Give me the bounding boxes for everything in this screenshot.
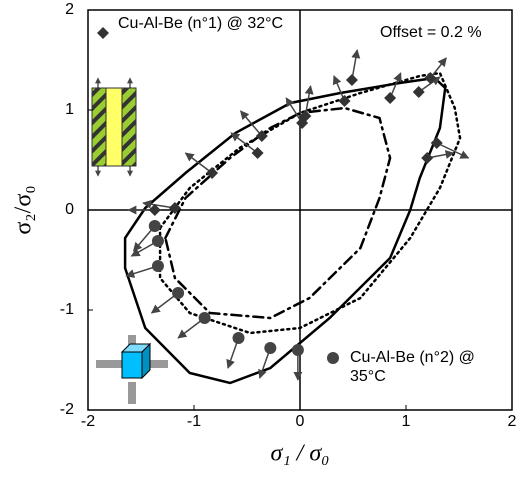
data-point	[148, 220, 161, 232]
normal-arrow	[285, 97, 303, 124]
annotation: Offset = 0.2 %	[380, 24, 482, 41]
data-point	[264, 342, 277, 354]
data-point	[148, 204, 161, 216]
data-point	[206, 167, 219, 179]
data-point	[151, 260, 164, 272]
cube-icon	[96, 335, 168, 404]
data-point	[424, 72, 437, 84]
x-axis-title: σ₁ / σ₀	[270, 441, 329, 467]
x-tick-label: 2	[508, 413, 517, 430]
x-tick-label: -2	[81, 413, 95, 430]
data-point	[255, 130, 268, 142]
normal-arrow	[418, 76, 441, 93]
yield-curve	[123, 76, 447, 385]
data-point	[172, 287, 185, 299]
x-tick-label: -1	[187, 413, 201, 430]
legend-marker	[327, 352, 339, 364]
data-point	[291, 344, 304, 356]
data-point	[232, 332, 245, 344]
x-tick-label: 1	[402, 413, 411, 430]
data-point	[430, 137, 443, 149]
y-tick-label: 1	[65, 101, 74, 118]
legend-label: Cu-Al-Be (n°1) @ 32°C	[118, 15, 284, 32]
normal-arrow	[436, 142, 470, 159]
data-point	[412, 86, 425, 98]
y-axis-title: σ₂/σ₀	[11, 185, 37, 234]
data-point	[168, 202, 181, 214]
legend-marker	[97, 27, 109, 39]
data-point	[251, 147, 264, 159]
y-tick-label: 0	[65, 201, 74, 218]
data-point	[198, 312, 211, 324]
legend-label: Cu-Al-Be (n°2) @ 35°C	[350, 349, 475, 385]
data-point	[345, 74, 358, 86]
data-point	[151, 235, 164, 247]
yield-curve	[158, 71, 462, 335]
data-point	[296, 117, 309, 129]
y-tick-label: 2	[65, 1, 74, 18]
normal-arrow	[240, 110, 263, 137]
normal-arrow	[142, 199, 176, 209]
y-tick-label: -1	[60, 301, 74, 318]
data-point	[338, 95, 351, 107]
normal-arrow	[230, 132, 259, 154]
x-tick-label: 0	[296, 413, 305, 430]
y-tick-label: -2	[60, 401, 74, 418]
data-point	[384, 92, 397, 104]
yield-curve	[164, 106, 392, 320]
normal-arrow	[184, 152, 213, 174]
data-point	[421, 152, 434, 164]
specimen-icon	[91, 77, 137, 177]
